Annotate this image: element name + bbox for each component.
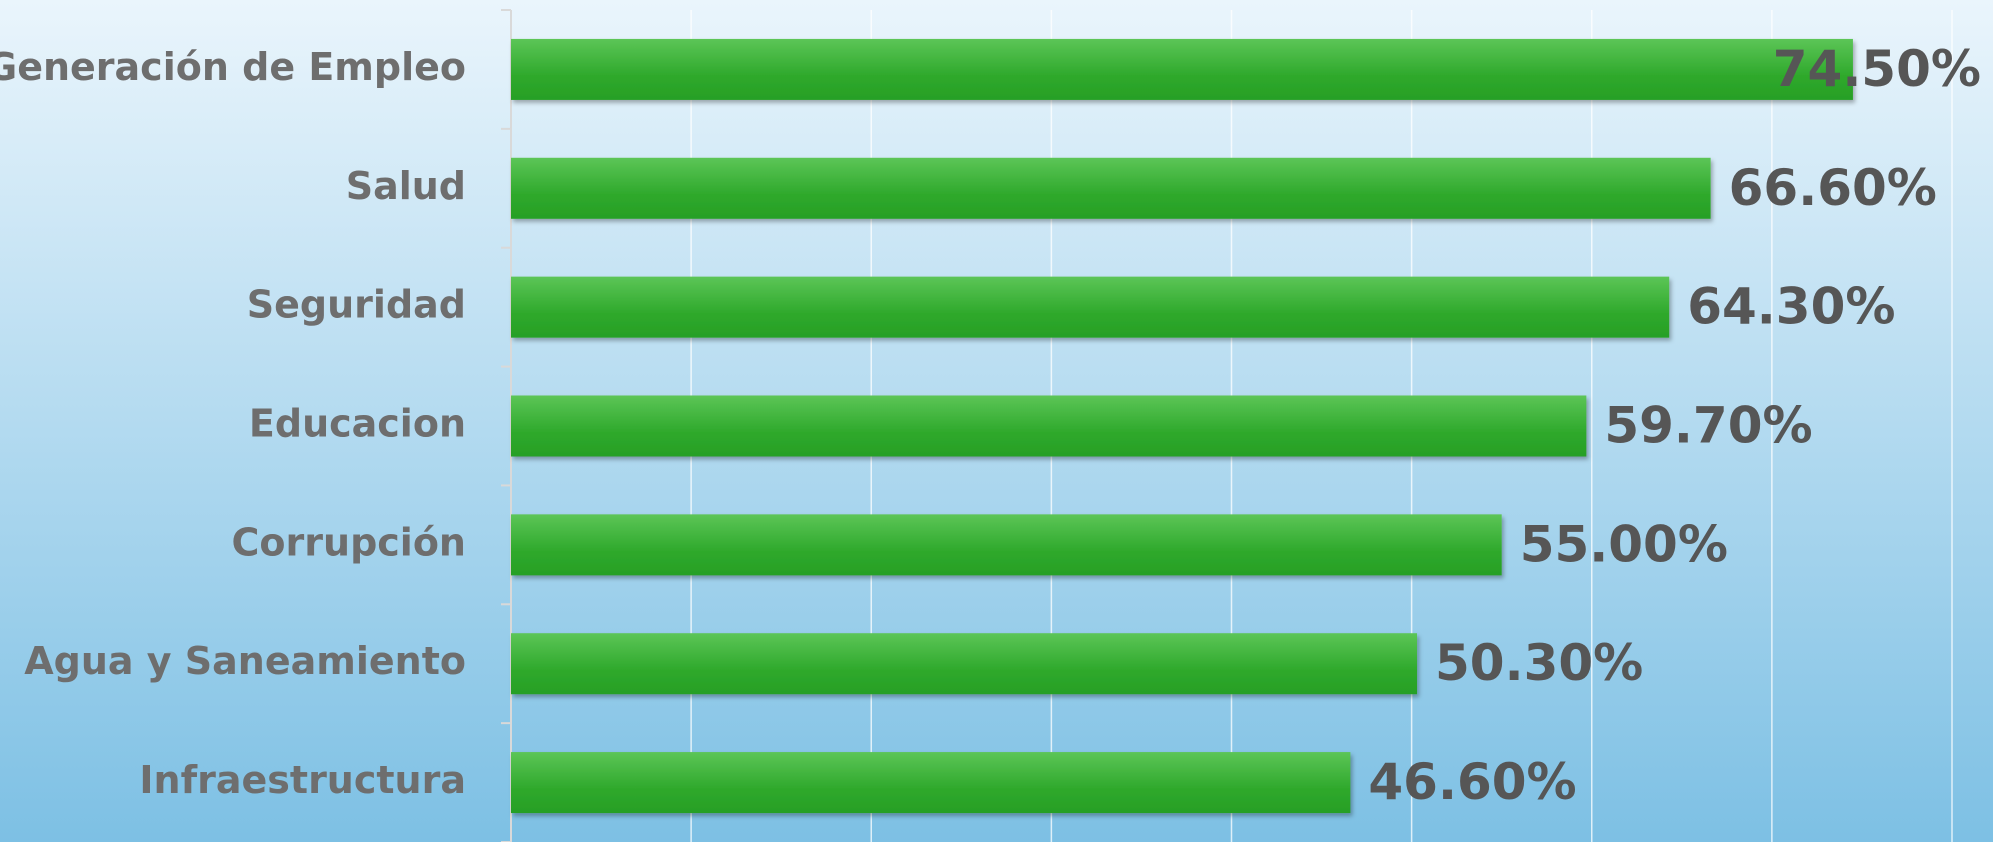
y-tick-label: Seguridad <box>247 283 466 327</box>
y-tick-label: Agua y Saneamiento <box>24 639 466 683</box>
value-label: 66.60% <box>1729 159 1937 217</box>
bar <box>511 157 1711 219</box>
bar <box>511 395 1587 457</box>
bar <box>511 633 1418 695</box>
bar <box>511 276 1670 338</box>
bar <box>511 38 1853 100</box>
value-label: 50.30% <box>1435 634 1643 692</box>
value-label: 59.70% <box>1604 397 1812 455</box>
bar <box>511 514 1502 576</box>
value-label: 55.00% <box>1520 515 1728 573</box>
y-tick-label: Corrupción <box>232 520 466 564</box>
bar <box>511 752 1351 814</box>
y-tick-label: Salud <box>346 164 466 208</box>
y-tick-label: Generación de Empleo <box>0 45 466 89</box>
y-tick-label: Infraestructura <box>139 758 466 802</box>
value-label: 46.60% <box>1368 753 1576 811</box>
y-tick-label: Educacion <box>249 402 466 446</box>
value-label: 74.50% <box>1773 40 1981 98</box>
value-label: 64.30% <box>1687 278 1895 336</box>
